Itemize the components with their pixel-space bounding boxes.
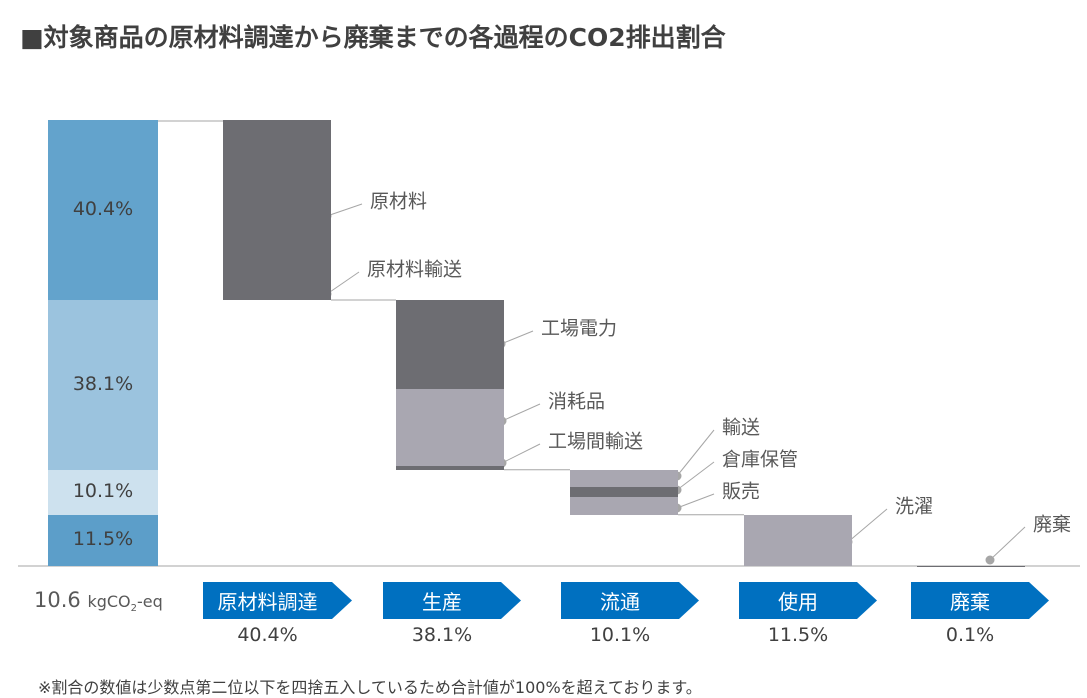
- leader-line: [326, 203, 363, 217]
- segment-label: 工場間輸送: [548, 430, 644, 453]
- total-bar-segment: 11.5%: [48, 514, 158, 566]
- total-unit-sub: 2: [130, 603, 138, 615]
- segment-label: 工場電力: [541, 317, 618, 340]
- total-bar-segment: 40.4%: [48, 120, 158, 300]
- total-emission: 10.6 kgCO2-eq: [34, 588, 163, 614]
- leader-line: [500, 330, 534, 345]
- total-bar-segment: 10.1%: [48, 469, 158, 515]
- stage-percent: 40.4%: [237, 624, 298, 646]
- total-value: 10.6: [34, 588, 81, 612]
- stage-arrow: 廃棄: [911, 582, 1049, 619]
- segment-label: 消耗品: [548, 390, 606, 413]
- leader-line: [676, 493, 715, 509]
- segment-label: 原材料: [370, 190, 428, 213]
- chart-title: ■対象商品の原材料調達から廃棄までの各過程のCO2排出割合: [20, 23, 726, 52]
- segment-label: 輸送: [722, 416, 761, 439]
- stage-arrow: 生産: [383, 582, 521, 619]
- stage-arrow: 流通: [561, 582, 699, 619]
- segment-label: 廃棄: [1033, 513, 1072, 536]
- waterfall-segment: [744, 514, 852, 566]
- stage-percent: 38.1%: [411, 624, 473, 646]
- stage-arrow: 原材料調達: [203, 582, 352, 619]
- waterfall-segment: [917, 565, 1025, 568]
- leader-line: [847, 508, 888, 543]
- waterfall-segment: [570, 469, 678, 487]
- waterfall-segment: [396, 299, 504, 390]
- leader-line: [501, 403, 541, 422]
- segment-percent-label: 10.1%: [72, 480, 134, 503]
- leader-line: [676, 461, 715, 491]
- total-unit: kgCO: [87, 592, 131, 611]
- segment-label: 販売: [722, 480, 761, 503]
- segment-percent-label: 40.4%: [72, 197, 134, 220]
- stage-percent: 0.1%: [945, 624, 995, 646]
- stage-percent: 10.1%: [589, 624, 651, 646]
- segment-label: 倉庫保管: [722, 448, 799, 471]
- segment-label: 洗濯: [895, 495, 934, 518]
- leader-line: [501, 443, 541, 464]
- leader-line: [676, 429, 715, 477]
- waterfall-segment: [223, 297, 331, 300]
- waterfall-segment: [570, 496, 678, 515]
- segment-label: 原材料輸送: [367, 258, 463, 281]
- leader-dot: [985, 555, 995, 565]
- leader-line: [989, 526, 1026, 561]
- total-unit-suffix: -eq: [137, 592, 163, 611]
- leader-line: [326, 271, 360, 295]
- stage-percent: 11.5%: [767, 624, 829, 646]
- total-bar-segment: 38.1%: [48, 299, 158, 470]
- segment-percent-label: 38.1%: [72, 372, 134, 395]
- stage-arrow: 使用: [739, 582, 877, 619]
- waterfall-segment: [223, 120, 331, 298]
- waterfall-segment: [570, 486, 678, 497]
- waterfall-segment: [396, 389, 504, 467]
- waterfall-segment: [396, 466, 504, 470]
- segment-percent-label: 11.5%: [72, 528, 134, 551]
- footnote: ※割合の数値は少数点第二位以下を四捨五入しているため合計値が100%を超えており…: [38, 678, 702, 697]
